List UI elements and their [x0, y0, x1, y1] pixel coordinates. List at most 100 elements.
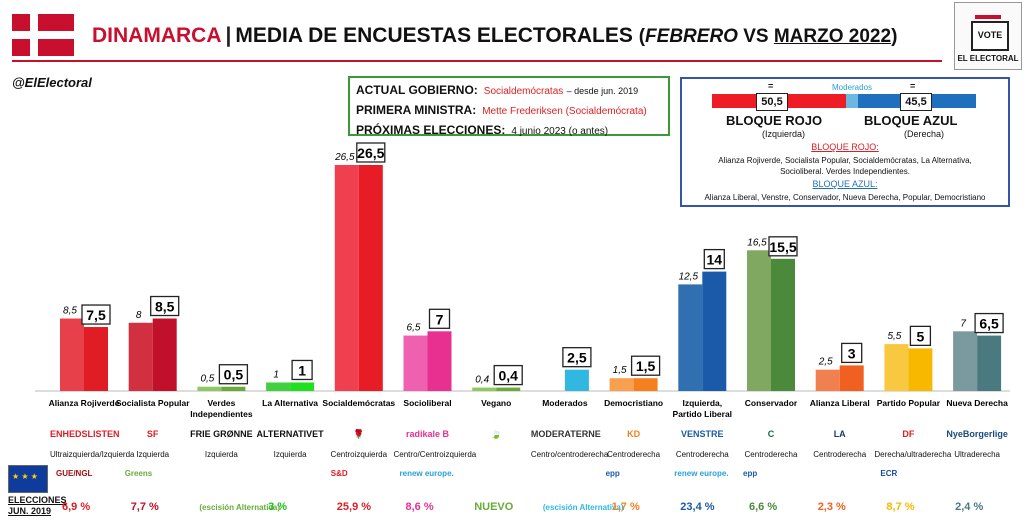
party-logo: ENHEDSLISTEN — [50, 429, 120, 439]
government-box: ACTUAL GOBIERNO: Socialdemócratas – desde… — [348, 76, 670, 137]
category-label: Socioliberal — [403, 398, 451, 408]
bar-cur — [358, 165, 383, 391]
election-result: 25,9 % — [337, 501, 371, 513]
bar-cur — [221, 386, 246, 391]
pm-label: PRIMERA MINISTRA: — [356, 103, 477, 117]
blue-bloc-sub: (Derecha) — [904, 129, 945, 139]
category-label: Socialista Popular — [116, 398, 190, 408]
election-result: 6,9 % — [62, 501, 90, 513]
ep-group-logo: Greens — [124, 469, 153, 478]
cur-value-label: 7 — [436, 311, 444, 327]
red-bloc-name: BLOQUE ROJO — [726, 113, 823, 128]
ep-group-logo: epp — [743, 469, 758, 478]
party-ideology: Centro/centroderecha — [530, 450, 609, 459]
bar-prev — [472, 387, 497, 391]
party-logo: VENSTRE — [681, 429, 724, 439]
prev-value-label: 6,5 — [407, 323, 421, 334]
ep-group-logo: epp — [605, 469, 620, 478]
cur-value-box — [493, 364, 523, 386]
period-a: FEBRERO — [645, 26, 738, 47]
gov-note: – desde jun. 2019 — [566, 86, 639, 96]
cur-value-box — [768, 236, 798, 257]
cur-value-box — [630, 355, 661, 376]
party-ideology: Izquierda — [273, 450, 307, 459]
equal-right: = — [910, 81, 916, 91]
ep-group-logo: renew europe. — [399, 469, 454, 478]
title-separator: | — [225, 24, 232, 47]
bar-prev — [747, 250, 771, 391]
election-result-value: 6,9 % — [62, 501, 91, 513]
moderates-label: Moderados — [832, 83, 873, 92]
title-text: MEDIA DE ENCUESTAS ELECTORALES — [235, 24, 633, 47]
red-bloc-list-1: Alianza Rojiverde, Socialista Popular, S… — [718, 156, 972, 165]
party-ideology: Centroderecha — [675, 450, 729, 459]
prev-value-label: 0,4 — [475, 375, 489, 386]
election-result: 1,7 % — [612, 501, 640, 513]
blue-bloc-heading: BLOQUE AZUL: — [812, 179, 878, 189]
party-ideology: Izquierda — [204, 450, 238, 459]
cur-value-box — [81, 304, 111, 325]
prev-value-label: 8 — [136, 310, 142, 321]
election-result: 8,7 % — [886, 501, 914, 513]
bar-prev — [815, 369, 840, 391]
next-label: PRÓXIMAS ELECCIONES: — [356, 123, 506, 137]
pm-row: PRIMERA MINISTRA: Mette Frederiksen (Soci… — [356, 101, 662, 121]
category-label: Socialdemócratas — [322, 398, 395, 408]
blocs-box: = Moderados = 50,5 45,5 BLOQUE ROJO (Izq… — [680, 77, 1010, 207]
bar-prev — [953, 331, 978, 391]
category-label: Nueva Derecha — [946, 398, 1008, 408]
party-logo: MODERATERNE — [530, 429, 601, 439]
red-bloc-sub: (Izquierda) — [762, 129, 806, 139]
prev-value-label: 8,5 — [63, 306, 77, 317]
el-electoral-logo: VOTE EL ELECTORAL — [954, 2, 1022, 70]
cur-value-label: 14 — [707, 252, 723, 268]
party-ideology: Centroderecha — [813, 450, 867, 459]
category-label: Alianza Rojiverde — [49, 398, 120, 408]
prev-value-label: 1 — [273, 369, 279, 380]
prev-value-label: 16,5 — [747, 237, 767, 248]
party-logo: DF — [902, 429, 915, 439]
cur-value-label: 15,5 — [769, 239, 796, 255]
elections-label-line2: JUN. 2019 — [8, 506, 52, 516]
election-result: 8,6 % — [406, 501, 434, 513]
party-logo: 🍃 — [490, 429, 502, 439]
cur-value-label: 26,5 — [357, 145, 384, 161]
election-result: 7,7 % — [131, 501, 159, 513]
cur-value-label: 1 — [298, 362, 306, 378]
period-vs: VS — [737, 26, 774, 47]
category-label: Vegano — [481, 398, 511, 408]
red-bloc-heading: BLOQUE ROJO: — [811, 142, 879, 152]
party-ideology: Izquierda — [136, 450, 170, 459]
party-logo: NyeBorgerlige — [946, 429, 1008, 439]
bar-cur — [908, 348, 933, 391]
party-ideology: Centroizquierda — [330, 450, 388, 459]
party-ideology: Ultraderecha — [954, 450, 1000, 459]
ep-group-logo: ECR — [880, 469, 898, 478]
election-result-value: 6,6 % — [749, 501, 778, 513]
bar-cur — [290, 382, 315, 391]
bar-cur — [496, 387, 521, 391]
denmark-flag — [12, 14, 74, 56]
title-period: (FEBRERO VS MARZO 2022) — [639, 26, 898, 47]
election-result-note: (escisión Alternativa) — [542, 503, 624, 512]
cur-value-label: 2,5 — [567, 350, 587, 366]
election-result: 2,4 % — [955, 501, 983, 513]
cur-value-box — [428, 308, 451, 329]
cur-value-label: 0,4 — [498, 368, 518, 384]
bar-cur — [84, 327, 108, 391]
title-country: DINAMARCA — [92, 24, 222, 47]
prev-value-label: 12,5 — [679, 271, 699, 282]
ballot-box-icon: VOTE — [971, 21, 1009, 51]
bar-prev — [334, 165, 359, 391]
bar-prev — [403, 335, 428, 391]
cur-value-box — [974, 312, 1004, 334]
red-bloc-list-2: Socioliberal. Verdes Independientes. — [780, 167, 910, 176]
bar-cur — [152, 318, 177, 391]
period-open: ( — [638, 26, 646, 47]
category-label: Partido Popular — [877, 398, 941, 408]
cur-value-box — [562, 347, 592, 368]
logo-label: EL ELECTORAL — [957, 54, 1019, 63]
election-result-value: 2,3 % — [817, 501, 846, 513]
election-result-value: 8,7 % — [886, 501, 915, 513]
